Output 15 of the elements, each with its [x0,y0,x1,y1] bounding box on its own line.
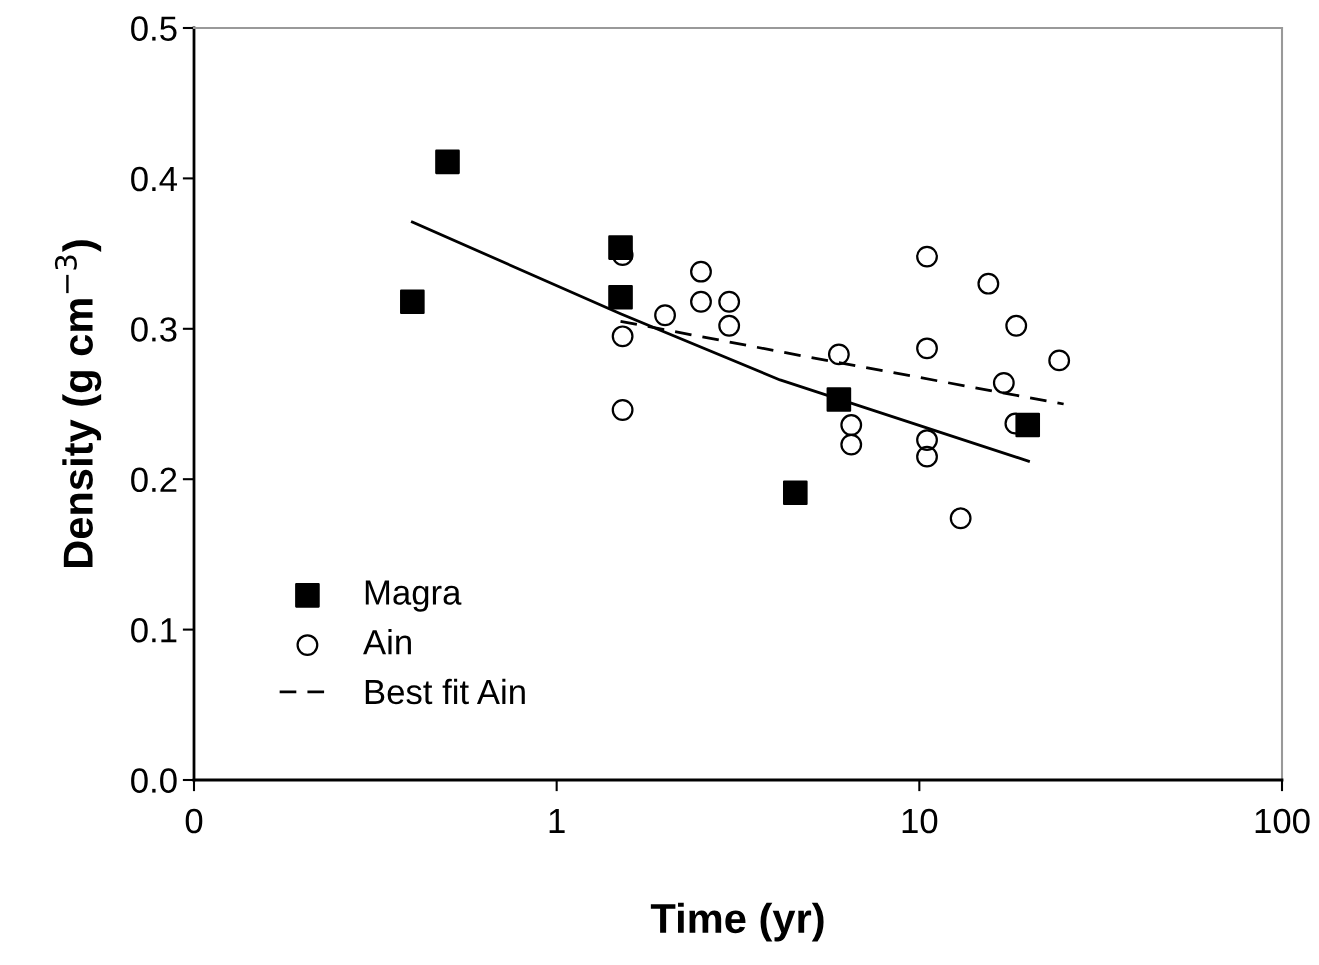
x-tick-label: 10 [902,808,938,834]
y-tick-label: 0.1 [131,617,177,643]
legend-label: Ain [363,629,411,655]
x-tick-label: 0 [185,808,203,834]
x-axis-title: Time (yr) [650,902,824,942]
y-tick-label: 0.0 [131,768,177,793]
legend-label: Magra [365,580,462,612]
y-axis-title: Density (g cm$^{−3}$) [54,240,102,568]
x-tick-label: 1 [549,809,565,833]
y-tick-label: 0.2 [131,467,177,493]
x-tick-label: 100 [1255,808,1310,834]
legend-label: Best fit Ain [365,678,525,705]
y-tick-label: 0.3 [131,317,177,342]
y-tick-label: 0.5 [131,16,177,41]
y-tick-label: 0.4 [131,166,178,192]
